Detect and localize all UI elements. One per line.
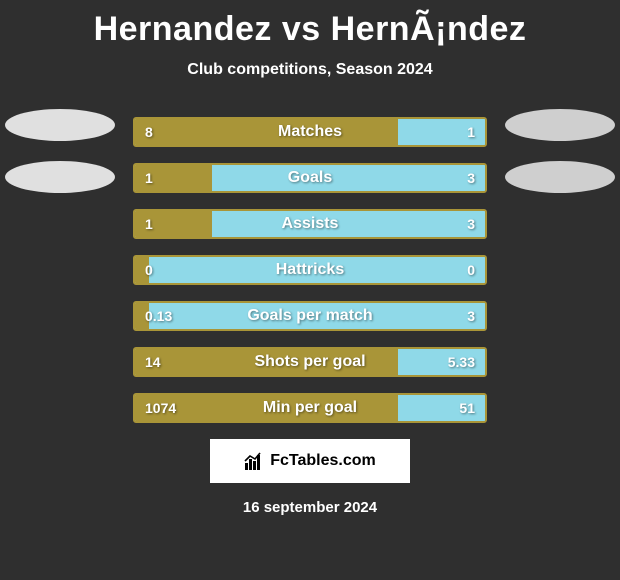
stat-row: Goals1 3	[133, 163, 487, 193]
player1-avatar-bottom	[5, 161, 115, 193]
stat-value-right: 3	[457, 165, 485, 191]
logo-text: FcTables.com	[270, 452, 376, 470]
stat-value-left: 0.13	[135, 303, 182, 329]
stat-bars: Matches81Goals13Assists13Hattricks00Goal…	[133, 117, 487, 423]
stat-value-left: 1074	[135, 395, 186, 421]
stat-row: Goals per match0.13 3	[133, 301, 487, 331]
stat-value-left: 1	[135, 165, 163, 191]
stat-value-left: 8	[135, 119, 163, 145]
player2-avatar-col	[500, 117, 620, 193]
logo-icon	[244, 451, 264, 471]
fctables-logo: FcTables.com	[210, 439, 410, 483]
page-title: Hernandez vs HernÃ¡ndez	[0, 0, 620, 49]
stat-value-right: 1	[457, 119, 485, 145]
stat-label: Goals per match	[135, 303, 485, 329]
date-label: 16 september 2024	[0, 499, 620, 516]
stat-value-left: 1	[135, 211, 163, 237]
stat-row: Min per goal1074 51	[133, 393, 487, 423]
stat-label: Assists	[135, 211, 485, 237]
subtitle: Club competitions, Season 2024	[0, 61, 620, 79]
stat-value-right: 0	[457, 257, 485, 283]
stat-value-left: 14	[135, 349, 171, 375]
stat-row: Shots per goal14 5.33	[133, 347, 487, 377]
stat-label: Goals	[135, 165, 485, 191]
stat-value-right: 3	[457, 303, 485, 329]
stat-row: Hattricks0 0	[133, 255, 487, 285]
stat-row: Matches8 1	[133, 117, 487, 147]
stat-label: Shots per goal	[135, 349, 485, 375]
comparison-chart: Matches81Goals13Assists13Hattricks00Goal…	[0, 117, 620, 423]
stat-value-right: 5.33	[438, 349, 485, 375]
stat-label: Matches	[135, 119, 485, 145]
stat-value-right: 3	[457, 211, 485, 237]
player2-avatar-bottom	[505, 161, 615, 193]
stat-label: Hattricks	[135, 257, 485, 283]
player2-avatar-top	[505, 109, 615, 141]
stat-value-left: 0	[135, 257, 163, 283]
player1-avatar-col	[0, 117, 120, 193]
stat-row: Assists1 3	[133, 209, 487, 239]
stat-label: Min per goal	[135, 395, 485, 421]
player1-avatar-top	[5, 109, 115, 141]
stat-value-right: 51	[449, 395, 485, 421]
